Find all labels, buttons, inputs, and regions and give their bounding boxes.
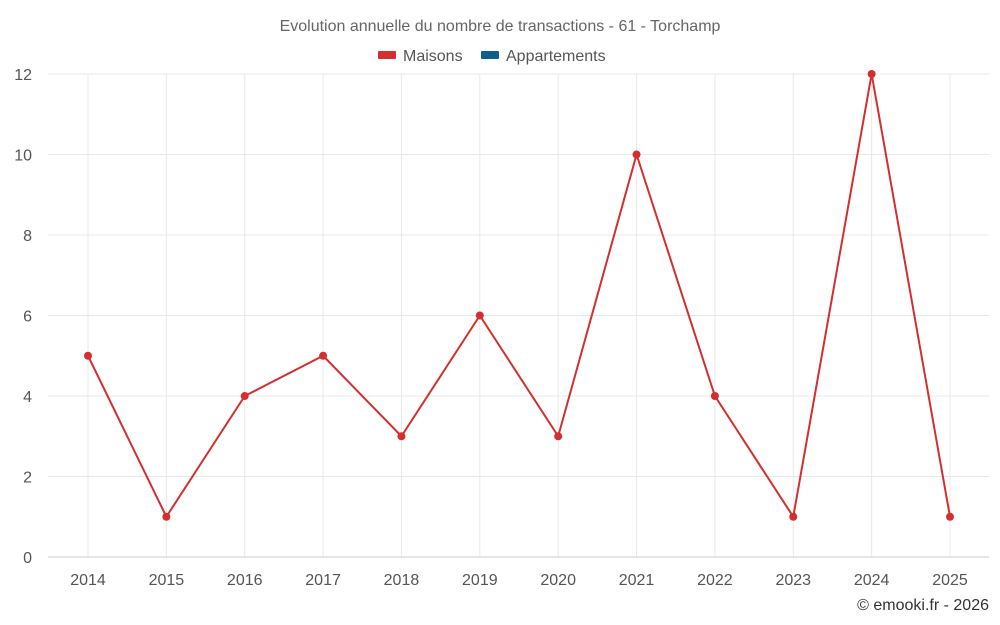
y-tick-label: 8 bbox=[23, 228, 32, 245]
x-tick-label: 2024 bbox=[854, 572, 890, 589]
grid bbox=[48, 73, 989, 557]
y-tick-label: 6 bbox=[23, 309, 32, 326]
data-point-maisons[interactable] bbox=[397, 432, 406, 441]
series bbox=[84, 70, 954, 521]
data-point-maisons[interactable] bbox=[319, 351, 328, 360]
data-point-maisons[interactable] bbox=[162, 512, 171, 521]
y-tick-label: 2 bbox=[23, 470, 32, 487]
credit-text: © emooki.fr - 2026 bbox=[857, 597, 989, 614]
legend-label-maisons: Maisons bbox=[403, 48, 463, 65]
legend-item-appartements[interactable]: Appartements bbox=[481, 48, 606, 65]
x-tick-label: 2014 bbox=[70, 572, 106, 589]
data-point-maisons[interactable] bbox=[867, 70, 876, 78]
y-tick-label: 10 bbox=[14, 148, 32, 165]
data-point-maisons[interactable] bbox=[475, 311, 484, 320]
legend-swatch-appartements bbox=[481, 51, 499, 59]
data-point-maisons[interactable] bbox=[710, 392, 719, 400]
x-tick-label: 2018 bbox=[384, 572, 420, 589]
x-tick-label: 2025 bbox=[932, 572, 968, 589]
x-tick-label: 2015 bbox=[149, 572, 185, 589]
x-tick-label: 2019 bbox=[462, 572, 498, 589]
y-tick-label: 4 bbox=[23, 389, 32, 406]
data-point-maisons[interactable] bbox=[554, 432, 563, 441]
axes: 0 2 4 6 8 10 12 2014 2015 2016 2017 2018 2019 2020 202… bbox=[14, 67, 989, 589]
series-maisons bbox=[84, 70, 954, 521]
data-point-maisons[interactable] bbox=[240, 392, 249, 400]
data-point-maisons[interactable] bbox=[789, 512, 798, 521]
x-tick-label: 2023 bbox=[775, 572, 811, 589]
x-tick-label: 2022 bbox=[697, 572, 733, 589]
data-point-maisons[interactable] bbox=[632, 150, 641, 159]
legend-label-appartements: Appartements bbox=[506, 48, 606, 65]
legend: Maisons Appartements bbox=[378, 48, 606, 65]
legend-swatch-maisons bbox=[378, 51, 396, 59]
x-tick-label: 2016 bbox=[227, 572, 263, 589]
y-tick-label: 0 bbox=[23, 550, 32, 567]
series-line-maisons bbox=[87, 73, 951, 518]
data-point-maisons[interactable] bbox=[946, 512, 954, 521]
x-tick-label: 2021 bbox=[619, 572, 655, 589]
y-tick-label: 12 bbox=[14, 67, 32, 84]
x-tick-label: 2017 bbox=[305, 572, 341, 589]
legend-item-maisons[interactable]: Maisons bbox=[378, 48, 463, 65]
data-point-maisons[interactable] bbox=[84, 351, 92, 360]
x-tick-label: 2020 bbox=[540, 572, 576, 589]
chart-title: Evolution annuelle du nombre de transact… bbox=[280, 18, 721, 35]
